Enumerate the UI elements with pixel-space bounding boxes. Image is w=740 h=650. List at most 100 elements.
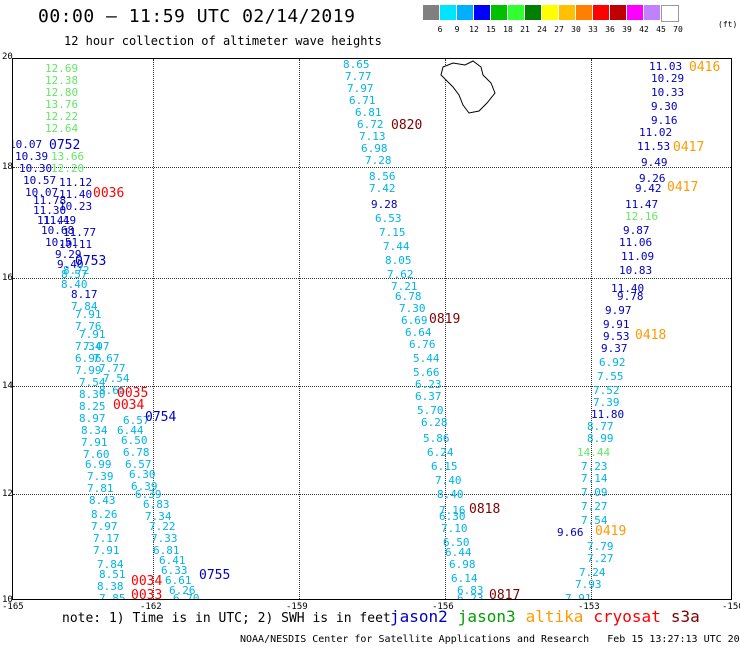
legend-cryosat: cryosat [593,607,661,626]
satellite-legend: jason2 jason3 altika cryosat s3a [390,607,710,626]
colorbar-swatch [559,5,575,20]
wave-height-value: 7.99 [75,364,102,377]
credit-footer: NOAA/NESDIS Center for Satellite Applica… [240,634,740,645]
latitude-label: 16 [2,273,13,283]
wave-height-value: 6.57 [125,458,152,471]
grid-line-lat [13,278,731,279]
wave-height-value: 9.16 [651,114,678,127]
pass-time-label: 0753 [75,254,107,269]
colorbar-label: 12 [469,25,479,34]
colorbar-swatch [525,5,541,20]
wave-height-value: 6.26 [169,584,196,597]
wave-height-value: 6.57 [123,414,150,427]
wave-height-value: 8.34 [81,424,108,437]
wave-height-value: 7.91 [81,436,108,449]
colorbar-swatch [491,5,507,20]
wave-height-value: 6.96 [75,352,102,365]
legend-jason3: jason3 [457,607,516,626]
wave-height-value: 7.09 [581,486,608,499]
wave-height-value: 11.49 [43,214,77,227]
wave-height-value: 10.29 [651,72,685,85]
wave-height-value: 6.64 [405,326,432,339]
wave-height-value: 7.76 [75,320,102,333]
wave-height-value: 6.81 [153,544,180,557]
longitude-label: -162 [140,602,162,612]
pass-time-label: 0418 [635,328,667,343]
wave-height-value: 6.39 [135,488,162,501]
wave-height-value: 6.50 [121,434,148,447]
grid-line-lat [13,167,731,168]
grid-line-lon [153,59,154,599]
wave-height-value: 10.23 [59,200,93,213]
colorbar-swatch [474,5,490,20]
colorbar-swatch [610,5,626,20]
pass-time-label: 0034 [131,574,163,589]
wave-height-value: 8.40 [61,278,88,291]
colorbar-swatch [644,5,660,20]
wave-height-value: 7.79 [587,540,614,553]
wave-height-value: 12.80 [45,86,79,99]
wave-height-value: 7.54 [581,514,608,527]
wave-height-value: 8.56 [369,170,396,183]
wave-height-value: 9.42 [635,182,662,195]
wave-height-value: 7.97 [91,520,118,533]
wave-height-value: 11.78 [33,194,67,207]
colorbar-swatch [423,5,439,20]
wave-height-value: 6.83 [457,584,484,597]
wave-height-value: 9.29 [55,248,82,261]
wave-height-value: 7.91 [79,328,106,341]
wave-height-value: 9.53 [603,330,630,343]
grid-line-lon [445,59,446,599]
latitude-label: 10 [2,595,13,605]
colorbar-swatch [440,5,456,20]
pass-time-label: 0417 [673,140,705,155]
wave-height-value: 6.41 [159,554,186,567]
wave-height-value: 9.66 [557,526,584,539]
colorbar-label: 27 [554,25,564,34]
pass-time-label: 0417 [667,180,699,195]
wave-height-value: 5.70 [417,404,444,417]
wave-height-value: 11.80 [591,408,625,421]
wave-height-value: 12.64 [45,122,79,135]
wave-height-value: 6.72 [357,118,384,131]
wave-height-value: 9.26 [639,172,666,185]
wave-height-value: 7.30 [399,302,426,315]
longitude-label: -156 [432,602,454,612]
colorbar-label: 30 [571,25,581,34]
wave-height-value: 11.12 [59,176,93,189]
latitude-label: 20 [2,52,13,62]
wave-height-value: 7.15 [379,226,406,239]
wave-height-value: 7.14 [581,472,608,485]
wave-height-value: 9.97 [605,304,632,317]
wave-height-value: 6.28 [421,416,448,429]
wave-height-value: 6.61 [165,574,192,587]
wave-height-value: 8.72 [63,264,90,277]
wave-height-value: 7.60 [83,448,110,461]
wave-height-value: 11.09 [621,250,655,263]
wave-height-value: 8.25 [79,400,106,413]
colorbar-label: 70 [673,25,683,34]
wave-height-value: 11.02 [639,126,673,139]
grid-line-lat [13,494,731,495]
colorbar-swatch [576,5,592,20]
wave-height-value: 9.87 [623,224,650,237]
grid-line-lon [591,59,592,599]
wave-height-value: 7.39 [87,470,114,483]
latitude-label: 18 [2,162,13,172]
wave-height-value: 6.81 [355,106,382,119]
pass-time-label: 0820 [391,118,423,133]
longitude-label: -159 [286,602,308,612]
wave-height-value: 7.93 [575,578,602,591]
wave-height-value: 8.30 [79,388,106,401]
wave-height-value: 10.83 [619,264,653,277]
wave-height-value: 11.40 [59,188,93,201]
pass-time-label: 0754 [145,410,177,425]
colorbar-label: 9 [454,25,460,34]
wave-height-value: 12.22 [45,110,79,123]
colorbar-label: 42 [639,25,649,34]
wave-height-value: 7.39 [593,396,620,409]
longitude-label: -150 [722,602,740,612]
wave-height-value: 10.33 [651,86,685,99]
wave-height-value: 5.86 [423,432,450,445]
grid-line-lat [13,386,731,387]
